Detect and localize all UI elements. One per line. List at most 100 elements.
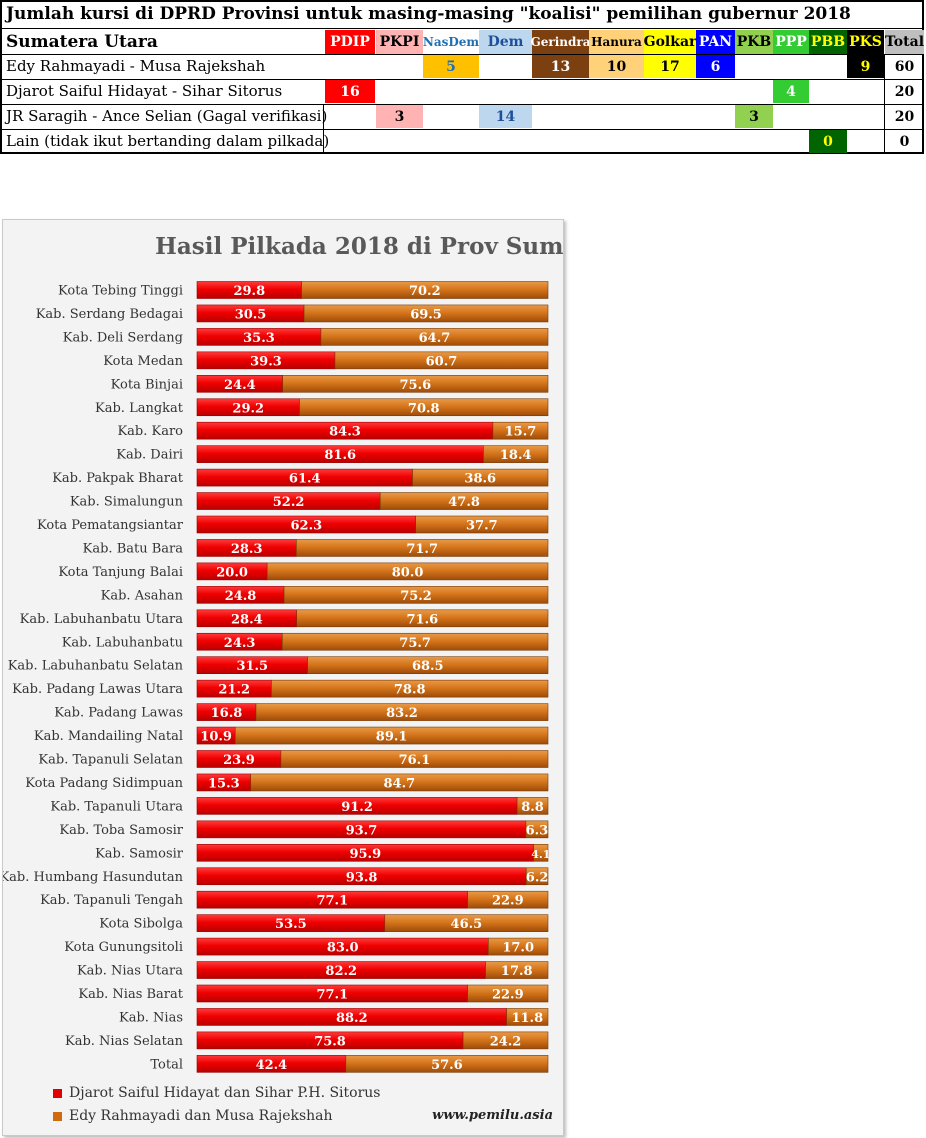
- data-label-edy: 22.9: [492, 894, 524, 909]
- seat-cell-ppp: 4: [773, 80, 809, 103]
- category-label: Kota Pematangsiantar: [37, 518, 184, 533]
- category-label: Kab. Tapanuli Tengah: [40, 893, 184, 908]
- seat-cell-pbb: 0: [809, 130, 847, 153]
- seat-cell-pks: 9: [847, 55, 884, 78]
- category-label: Kab. Batu Bara: [83, 541, 184, 556]
- party-header-gerindra: Gerindra: [531, 30, 591, 54]
- category-label: Kab. Nias Barat: [78, 987, 183, 1002]
- data-label-edy: 68.5: [412, 659, 444, 674]
- data-label-edy: 84.7: [384, 776, 416, 791]
- bar-edy: [483, 445, 549, 463]
- data-label-djarot: 10.9: [200, 730, 232, 745]
- data-label-djarot: 16.8: [211, 706, 243, 721]
- total-header: Total: [885, 30, 924, 54]
- category-label: Kab. Simalungun: [70, 495, 184, 510]
- party-header-golkar: Golkar: [644, 30, 696, 54]
- bar-edy: [412, 468, 549, 487]
- data-label-edy: 6.2: [526, 870, 549, 885]
- bar-edy: [467, 984, 549, 1003]
- category-label: Kota Medan: [103, 354, 183, 369]
- party-header-nasdem: NasDem: [423, 30, 479, 54]
- data-label-edy: 60.7: [426, 354, 458, 369]
- category-label: Kab. Tapanuli Utara: [50, 799, 183, 814]
- data-label-djarot: 35.3: [243, 331, 275, 346]
- bar-edy: [296, 609, 549, 628]
- category-label: Kab. Deli Serdang: [63, 330, 183, 345]
- category-label: Kab. Nias Utara: [77, 964, 183, 979]
- legend-swatch: [53, 1111, 62, 1121]
- category-label: Kab. Nias: [119, 1010, 183, 1025]
- bar-edy: [379, 492, 549, 510]
- bar-edy: [281, 632, 549, 651]
- data-label-edy: 71.6: [407, 612, 439, 627]
- bar-edy: [283, 586, 549, 604]
- row-label: Lain (tidak ikut bertanding dalam pilkad…: [6, 132, 330, 150]
- row-label: Djarot Saiful Hidayat - Sihar Sitorus: [6, 82, 283, 100]
- category-label: Kab. Humbang Hasundutan: [3, 870, 184, 885]
- party-header-ppp: PPP: [773, 30, 809, 54]
- data-label-djarot: 61.4: [289, 472, 321, 487]
- bar-edy: [506, 1008, 549, 1026]
- category-label: Kab. Toba Samosir: [59, 823, 183, 838]
- category-label: Kab. Labuhanbatu Utara: [20, 612, 184, 627]
- bar-edy: [485, 961, 549, 979]
- chart-title: Hasil Pilkada 2018 di Prov Sumut: [155, 233, 563, 260]
- data-label-edy: 11.8: [511, 1011, 543, 1026]
- data-label-djarot: 81.6: [324, 448, 356, 463]
- category-label: Kota Padang Sidimpuan: [25, 776, 183, 791]
- seat-cell-pdip: 16: [325, 80, 375, 103]
- category-label: Kab. Karo: [117, 424, 183, 439]
- party-header-pan: PAN: [696, 30, 735, 54]
- divider: [2, 129, 922, 130]
- data-label-djarot: 15.3: [208, 776, 240, 791]
- party-header-pkb: PKB: [735, 30, 773, 54]
- row-label: JR Saragih - Ance Selian (Gagal verifika…: [6, 107, 328, 125]
- divider: [2, 54, 922, 55]
- data-label-djarot: 95.9: [349, 847, 381, 862]
- seat-cell-golkar: 17: [644, 55, 696, 78]
- data-label-djarot: 84.3: [329, 425, 361, 440]
- category-label: Kota Tebing Tinggi: [58, 284, 183, 299]
- data-label-edy: 24.2: [490, 1034, 522, 1049]
- row-total: 60: [894, 59, 915, 75]
- category-label: Kota Gunungsitoli: [64, 940, 183, 955]
- data-label-djarot: 93.7: [346, 823, 378, 838]
- bar-chart: Hasil Pilkada 2018 di Prov Sumut Kota Teb…: [3, 233, 563, 1073]
- data-label-edy: 75.6: [399, 378, 431, 393]
- bar-edy: [280, 750, 549, 768]
- party-header-pdip: PDIP: [325, 30, 375, 54]
- data-label-djarot: 62.3: [291, 519, 323, 534]
- data-label-djarot: 88.2: [336, 1011, 368, 1026]
- category-label: Kab. Mandailing Natal: [34, 729, 183, 744]
- data-label-edy: 71.7: [406, 542, 438, 557]
- data-label-edy: 47.8: [448, 495, 480, 510]
- seat-cell-pan: 6: [696, 55, 735, 78]
- category-label: Kota Binjai: [111, 377, 183, 392]
- data-label-edy: 76.1: [399, 753, 431, 768]
- data-label-djarot: 82.2: [325, 964, 357, 979]
- data-label-djarot: 24.8: [225, 589, 257, 604]
- bar-edy: [282, 375, 549, 393]
- category-label: Kab. Nias Selatan: [65, 1034, 184, 1049]
- coalition-table: Jumlah kursi di DPRD Provinsi untuk masi…: [0, 0, 924, 154]
- bar-edy: [462, 1031, 549, 1050]
- category-label: Kab. Samosir: [95, 846, 184, 861]
- party-header-dem: Dem: [479, 30, 532, 54]
- category-label: Kab. Labuhanbatu: [62, 635, 183, 650]
- bar-edy: [307, 656, 549, 675]
- data-label-edy: 37.7: [466, 519, 498, 534]
- data-label-edy: 18.4: [500, 448, 532, 463]
- chart-panel: Hasil Pilkada 2018 di Prov Sumut Kota Teb…: [2, 219, 564, 1136]
- legend-label: Djarot Saiful Hidayat dan Sihar P.H. Sit…: [69, 1085, 381, 1101]
- divider: [2, 79, 922, 80]
- data-label-djarot: 77.1: [316, 988, 348, 1003]
- category-label: Kab. Pakpak Bharat: [52, 471, 184, 486]
- legend-label: Edy Rahmayadi dan Musa Rajekshah: [69, 1108, 333, 1124]
- data-label-djarot: 42.4: [256, 1058, 288, 1073]
- bar-edy: [320, 328, 549, 346]
- row-total: 20: [894, 109, 915, 125]
- category-label: Kab. Asahan: [101, 588, 184, 603]
- data-label-edy: 4.1: [531, 848, 550, 861]
- data-label-djarot: 30.5: [235, 307, 267, 322]
- party-header-pkpi: PKPI: [376, 30, 423, 54]
